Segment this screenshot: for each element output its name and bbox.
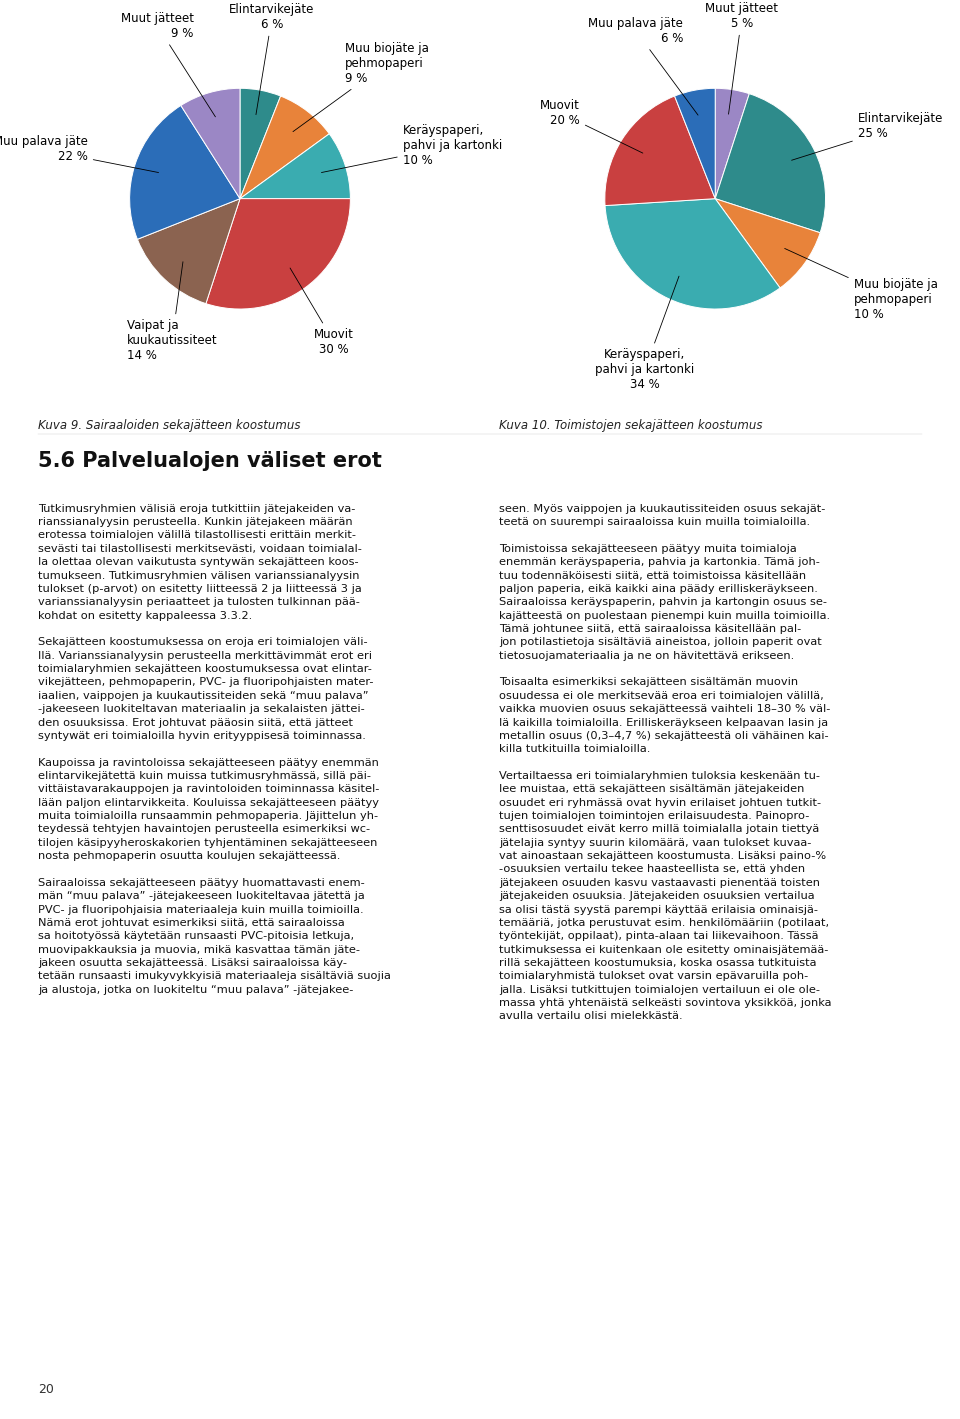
Text: Elintarvikejäte
6 %: Elintarvikejäte 6 % (229, 3, 315, 115)
Text: Muu palava jäte
22 %: Muu palava jäte 22 % (0, 135, 158, 173)
Wedge shape (130, 105, 240, 240)
Text: Muu biojäte ja
pehmopaperi
9 %: Muu biojäte ja pehmopaperi 9 % (293, 43, 429, 132)
Text: Muu palava jäte
6 %: Muu palava jäte 6 % (588, 17, 698, 115)
Text: seen. Myös vaippojen ja kuukautissiteiden osuus sekajät-
teetä on suurempi saira: seen. Myös vaippojen ja kuukautissiteide… (499, 504, 831, 1022)
Wedge shape (240, 96, 329, 199)
Text: Keräyspaperi,
pahvi ja kartonki
34 %: Keräyspaperi, pahvi ja kartonki 34 % (595, 277, 694, 392)
Wedge shape (137, 199, 240, 304)
Text: Muovit
20 %: Muovit 20 % (540, 99, 643, 153)
Text: Elintarvikejäte
25 %: Elintarvikejäte 25 % (792, 112, 943, 160)
Wedge shape (205, 199, 350, 309)
Text: Kuva 10. Toimistojen sekajätteen koostumus: Kuva 10. Toimistojen sekajätteen koostum… (499, 419, 762, 431)
Wedge shape (605, 96, 715, 206)
Text: 5.6 Palvelualojen väliset erot: 5.6 Palvelualojen väliset erot (38, 451, 382, 471)
Text: Muut jätteet
9 %: Muut jätteet 9 % (121, 11, 215, 116)
Wedge shape (715, 199, 820, 288)
Wedge shape (180, 88, 240, 199)
Wedge shape (675, 88, 715, 199)
Text: Kuva 9. Sairaaloiden sekajätteen koostumus: Kuva 9. Sairaaloiden sekajätteen koostum… (38, 419, 300, 431)
Text: Muut jätteet
5 %: Muut jätteet 5 % (706, 1, 779, 114)
Text: Muovit
30 %: Muovit 30 % (290, 268, 354, 356)
Wedge shape (715, 94, 826, 233)
Text: Vaipat ja
kuukautissiteet
14 %: Vaipat ja kuukautissiteet 14 % (127, 261, 217, 362)
Text: 20: 20 (38, 1384, 55, 1396)
Wedge shape (715, 88, 750, 199)
Text: Muu biojäte ja
pehmopaperi
10 %: Muu biojäte ja pehmopaperi 10 % (784, 248, 938, 321)
Wedge shape (240, 88, 280, 199)
Text: Tutkimusryhmien välisiä eroja tutkittiin jätejakeiden va-
rianssianalyysin perus: Tutkimusryhmien välisiä eroja tutkittiin… (38, 504, 392, 995)
Wedge shape (605, 199, 780, 309)
Wedge shape (240, 133, 350, 199)
Text: Keräyspaperi,
pahvi ja kartonki
10 %: Keräyspaperi, pahvi ja kartonki 10 % (322, 125, 502, 173)
